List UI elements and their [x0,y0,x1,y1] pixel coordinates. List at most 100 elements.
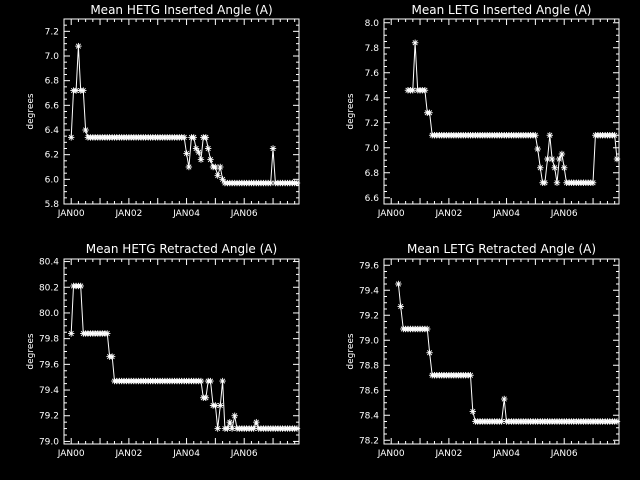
x-tick-label: JAN00 [377,209,405,219]
y-axis-label: degrees [26,333,36,370]
data-point-marker [231,412,238,419]
y-tick-label: 7.2 [45,27,59,37]
x-tick-label: JAN02 [114,209,142,219]
data-point-marker [589,179,597,186]
x-tick-label: JAN04 [492,449,520,459]
x-tick-label: JAN06 [550,449,578,459]
y-tick-label: 7.4 [365,94,380,104]
plot-frame [63,258,300,445]
y-tick-label: 79.0 [359,336,379,346]
x-tick-label: JAN04 [172,449,200,459]
y-tick-label: 79.0 [39,437,59,447]
data-point-marker [548,155,556,163]
data-point-marker [561,164,568,171]
data-point-marker [293,179,301,187]
series-line [70,285,297,431]
data-point-marker [424,325,431,333]
x-tick-label: JAN06 [550,209,578,219]
data-point-marker [207,377,214,385]
data-point-marker [77,282,84,290]
data-point-marker [534,145,541,153]
y-tick-label: 78.2 [359,436,379,446]
x-tick-label: JAN02 [114,449,142,459]
data-point-marker [214,425,221,432]
y-tick-label: 80.0 [39,309,59,319]
data-point-marker [269,145,277,152]
data-point-marker [68,134,75,141]
data-point-marker [104,330,111,337]
y-tick-label: 7.0 [365,144,380,154]
x-tick-label: JAN02 [434,449,462,459]
y-tick-label: 78.4 [359,411,379,421]
x-tick-label: JAN04 [492,209,520,219]
chart-panel-4: Mean LETG Retracted Angle (A) degrees JAN0… [346,242,621,459]
data-point-marker [219,176,226,183]
y-tick-label: 6.6 [365,194,380,204]
data-point-marker [108,353,116,360]
data-point-marker [253,418,260,426]
data-point-marker [611,132,618,139]
data-point-marker [613,155,621,163]
data-point-marker [202,394,210,401]
data-point-marker [195,149,202,156]
series-line [407,42,618,184]
data-point-marker [426,109,433,116]
y-axis-label: degrees [346,333,356,370]
y-tick-label: 6.0 [45,175,60,185]
y-tick-label: 79.2 [39,412,59,422]
x-tick-label: JAN04 [172,209,200,219]
data-point-marker [181,134,188,141]
data-point-marker [197,156,205,163]
data-point-marker [202,134,210,141]
y-tick-label: 7.6 [365,69,380,79]
data-point-marker [541,179,549,186]
data-point-marker [217,163,224,171]
chart-title: Mean HETG Inserted Angle (A) [90,3,272,17]
data-point-marker [553,179,561,186]
y-tick-label: 79.6 [39,360,59,370]
y-tick-label: 80.2 [39,283,59,293]
data-point-marker [192,145,200,152]
y-tick-label: 79.4 [359,286,379,296]
chart-panel-2: Mean LETG Inserted Angle (A) degrees JAN00… [346,3,621,219]
x-tick-label: JAN06 [230,209,258,219]
x-tick-label: JAN00 [57,209,85,219]
data-point-marker [546,132,553,139]
chart-title: Mean LETG Retracted Angle (A) [407,242,596,256]
chart-title: Mean HETG Retracted Angle (A) [86,242,277,256]
data-point-marker [467,372,474,379]
series-line [70,46,297,184]
data-point-marker [219,377,226,385]
y-tick-label: 80.4 [39,258,59,268]
y-tick-label: 8.0 [365,19,380,29]
data-point-marker [190,134,197,141]
data-point-marker [204,145,212,152]
data-point-marker [421,87,429,94]
y-tick-label: 7.2 [365,119,379,129]
chart-panel-1: Mean HETG Inserted Angle (A) degrees JAN00… [26,3,301,219]
data-point-marker [214,172,221,179]
data-point-marker [197,377,205,385]
y-tick-label: 6.8 [45,77,60,87]
data-point-marker [426,349,433,356]
data-point-marker [498,418,505,425]
data-point-marker [558,150,566,158]
data-point-marker [501,395,508,403]
y-tick-label: 79.8 [39,335,59,345]
y-tick-label: 6.2 [45,151,59,161]
y-tick-label: 6.6 [45,101,60,111]
y-tick-label: 6.8 [365,169,380,179]
data-point-marker [551,164,558,171]
data-point-marker [226,418,233,426]
data-point-marker [556,155,563,163]
y-tick-label: 78.8 [359,361,379,371]
x-tick-label: JAN06 [230,449,258,459]
y-tick-label: 79.6 [359,261,379,271]
data-point-marker [80,87,87,94]
plot-frame [383,258,620,445]
chart-title: Mean LETG Inserted Angle (A) [412,3,592,17]
data-point-marker [183,150,190,157]
data-point-marker [212,402,219,409]
x-tick-label: JAN00 [377,449,405,459]
x-tick-label: JAN00 [57,449,85,459]
